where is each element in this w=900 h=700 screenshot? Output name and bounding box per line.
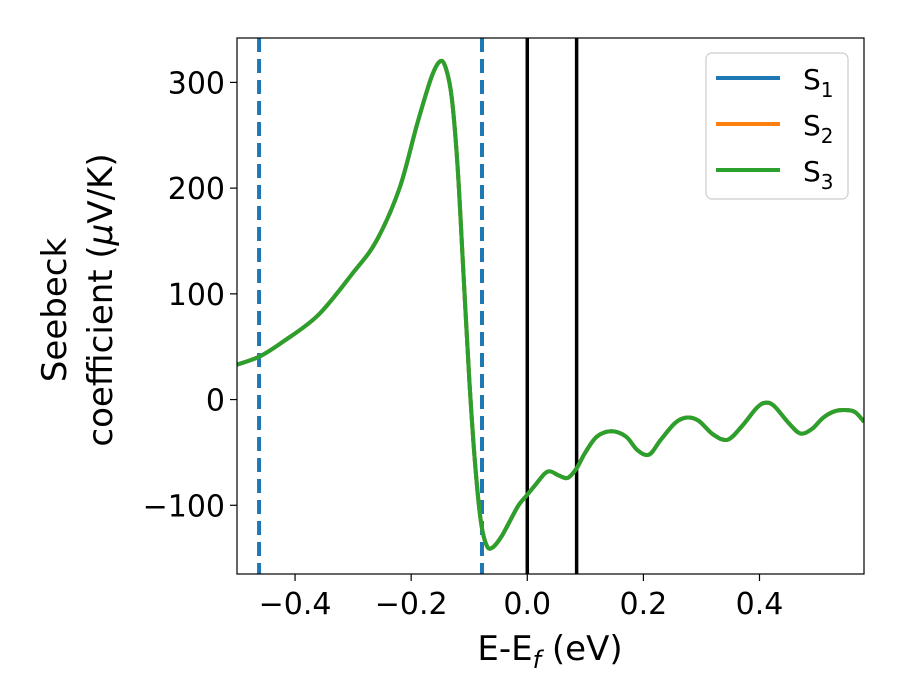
legend-label-s2: S2: [803, 109, 834, 148]
y-axis-label-line2: coefficient (μV/K): [81, 153, 121, 446]
x-axis-label: E-Ef (eV): [477, 629, 622, 674]
x-axis-label-tail: (eV): [541, 629, 623, 669]
legend-label-s3: S3: [803, 155, 834, 194]
legend: S1 S2 S3: [705, 52, 849, 200]
y-axis-label-mu: μ: [81, 224, 121, 247]
y-axis-label-line1: Seebeck: [35, 238, 75, 383]
y-axis-label-line2-head: coefficient (: [81, 245, 121, 446]
y-tick-label: 300: [168, 66, 225, 101]
plot-area: −0.4 −0.2 0.0 0.2 0.4 −100 0 100 200 300: [143, 37, 865, 622]
y-tick-label: 100: [168, 278, 225, 313]
x-tick-label: 0.2: [620, 587, 668, 622]
legend-label-s1: S1: [803, 63, 834, 102]
y-tick-label: 200: [168, 172, 225, 207]
x-tick-label: −0.4: [259, 587, 332, 622]
y-axis-label-line2-tail: V/K): [81, 153, 121, 223]
x-tick-label: 0.0: [503, 587, 551, 622]
x-axis-label-main: E-E: [477, 629, 532, 669]
y-tick-label: 0: [206, 384, 225, 419]
axes-frame: [236, 37, 865, 575]
y-tick-label: −100: [143, 489, 225, 524]
x-tick-label: −0.2: [375, 587, 448, 622]
series-line-s3: [237, 58, 864, 551]
x-tick-label: 0.4: [736, 587, 784, 622]
y-axis-label: Seebeck coefficient (μV/K): [35, 153, 121, 446]
